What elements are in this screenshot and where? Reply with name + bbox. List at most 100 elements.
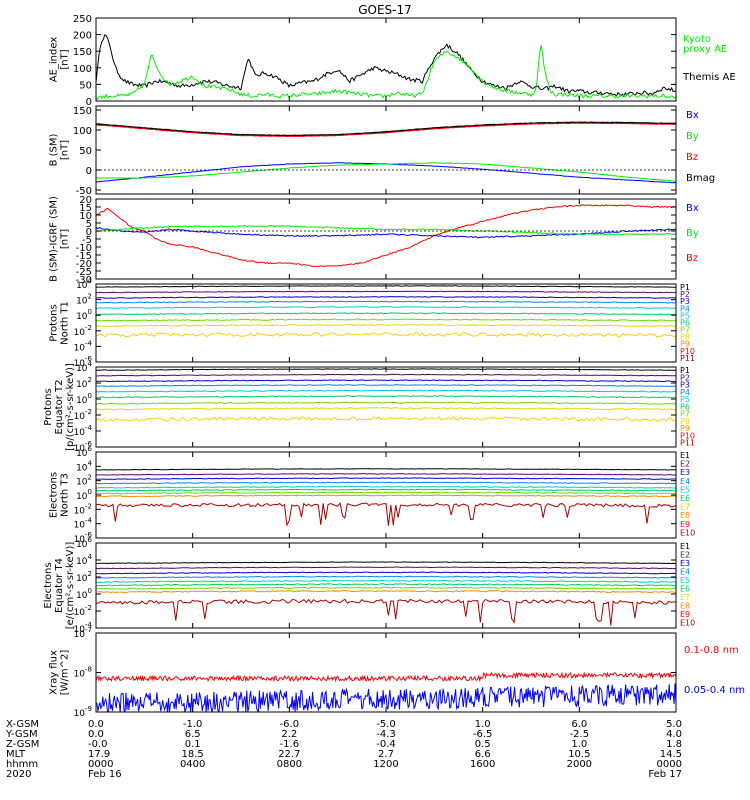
ylabel: [nT] xyxy=(60,49,71,69)
legend-entry: E5 xyxy=(680,576,690,585)
xaxis-tick-value: 2000 xyxy=(567,759,592,770)
ytick-label: 104 xyxy=(76,553,92,567)
flux-channel-line xyxy=(96,502,676,527)
xaxis-row-label: MLT xyxy=(6,749,26,760)
xaxis-start-date: Feb 16 xyxy=(88,769,122,780)
xaxis-tick-value: 10.5 xyxy=(568,749,590,760)
ytick-label: 10-2 xyxy=(74,324,92,338)
xaxis-tick-value: -1.0 xyxy=(183,719,203,730)
xaxis-tick-value: -0.4 xyxy=(376,739,396,750)
legend-entry: P9 xyxy=(680,424,690,433)
series-line-themis-ae xyxy=(96,34,676,98)
legend-entry: E2 xyxy=(680,460,690,469)
flux-channel-line xyxy=(96,296,676,299)
xaxis-tick-value: 0.0 xyxy=(88,719,104,730)
xaxis-tick-value: 0000 xyxy=(657,759,682,770)
xaxis-row-label: X-GSM xyxy=(6,719,39,730)
ytick-label: -15 xyxy=(76,251,92,262)
ylabel: Equator T4 xyxy=(54,558,65,613)
ylabel: [nT] xyxy=(60,229,71,249)
flux-channel-line xyxy=(96,395,676,399)
ytick-label: 20 xyxy=(79,195,92,206)
xaxis-row-label: hhmm xyxy=(6,759,38,770)
flux-channel-line xyxy=(96,477,676,480)
legend-entry: 0.1-0.8 nm xyxy=(684,645,739,656)
flux-channel-line xyxy=(96,598,676,626)
legend-entry: P3 xyxy=(680,297,690,306)
flux-channel-line xyxy=(96,586,676,590)
legend-entry: P4 xyxy=(680,388,690,397)
legend-entry: E8 xyxy=(680,602,690,611)
ytick-label: 100 xyxy=(76,488,92,502)
xaxis-tick-value: 18.5 xyxy=(182,749,204,760)
legend-entry: E10 xyxy=(680,619,695,628)
panel-frame xyxy=(95,366,677,448)
legend-entry: P11 xyxy=(680,354,695,363)
flux-channel-line xyxy=(96,323,676,328)
series-line-kyoto-proxy-ae xyxy=(96,45,676,101)
xaxis-tick-value: -2.5 xyxy=(570,729,590,740)
legend-entry: P11 xyxy=(680,439,695,448)
flux-channel-line xyxy=(96,389,676,393)
legend-entry: P6 xyxy=(680,402,690,411)
legend-entry: E6 xyxy=(680,585,690,594)
ylabel: [p/(cm²-s-sr-keV)] xyxy=(65,363,76,451)
legend-entry: P10 xyxy=(680,431,695,440)
ylabel: North T1 xyxy=(60,301,71,345)
ytick-label: 10-2 xyxy=(74,604,92,618)
xaxis-tick-value: 6.0 xyxy=(571,719,587,730)
ytick-label: 10-9 xyxy=(74,705,92,719)
legend-entry: By xyxy=(686,131,699,142)
flux-channel-line xyxy=(96,491,676,495)
series-line-by xyxy=(96,162,676,182)
xaxis-year: 2020 xyxy=(6,769,31,780)
legend-entry: E2 xyxy=(680,551,690,560)
ytick-label: 104 xyxy=(76,277,92,291)
ytick-label: 10-2 xyxy=(74,408,92,422)
ytick-label: -5 xyxy=(82,235,92,246)
xaxis-tick-value: 1.0 xyxy=(475,719,491,730)
flux-channel-line xyxy=(96,589,676,594)
legend-entry: P7 xyxy=(680,326,690,335)
ytick-label: 100 xyxy=(76,587,92,601)
ytick-label: 10-6 xyxy=(74,355,93,369)
legend-entry: E4 xyxy=(680,477,690,486)
legend-entry: proxy AE xyxy=(683,44,727,55)
ytick-label: 10 xyxy=(79,211,92,222)
legend-entry: Kyoto xyxy=(683,34,711,45)
flux-channel-line xyxy=(96,583,676,587)
ylabel: [W/m^2] xyxy=(60,650,71,696)
ytick-label: 250 xyxy=(73,14,92,25)
flux-channel-line xyxy=(96,306,676,309)
legend-entry: E3 xyxy=(680,468,690,477)
flux-channel-line xyxy=(96,561,676,565)
ytick-label: 0 xyxy=(86,166,92,177)
legend-entry: E1 xyxy=(680,542,690,551)
ytick-label: 102 xyxy=(76,376,92,390)
ytick-label: 10-4 xyxy=(74,621,93,635)
legend-entry: P7 xyxy=(680,410,690,419)
ytick-label: 0 xyxy=(86,227,92,238)
ytick-label: 150 xyxy=(73,47,92,58)
series-line-bz xyxy=(96,204,676,268)
ylabel: North T3 xyxy=(60,473,71,517)
ylabel: Equator T2 xyxy=(54,380,65,435)
ylabel: [e/(cm²-s-sr-keV)] xyxy=(65,542,76,630)
legend-entry: P6 xyxy=(680,318,690,327)
legend-entry: E7 xyxy=(680,503,690,512)
flux-channel-line xyxy=(96,407,676,411)
legend-entry: E7 xyxy=(680,593,690,602)
ylabel: B (SM) xyxy=(49,133,60,166)
flux-channel-line xyxy=(96,318,676,322)
ytick-label: 0 xyxy=(86,97,92,108)
xaxis-tick-value: 0.5 xyxy=(475,739,491,750)
xaxis-tick-value: -1.6 xyxy=(280,739,300,750)
panel-bsm: 150 100 50 0 -50 B (SM) [nT] Bx By Bz Bmag xyxy=(49,105,715,197)
legend-entry: P8 xyxy=(680,333,690,342)
ytick-label: 102 xyxy=(76,570,92,584)
xaxis-row-label: Z-GSM xyxy=(6,739,39,750)
ytick-label: 10-4 xyxy=(74,517,93,531)
legend-entry: E3 xyxy=(680,559,690,568)
